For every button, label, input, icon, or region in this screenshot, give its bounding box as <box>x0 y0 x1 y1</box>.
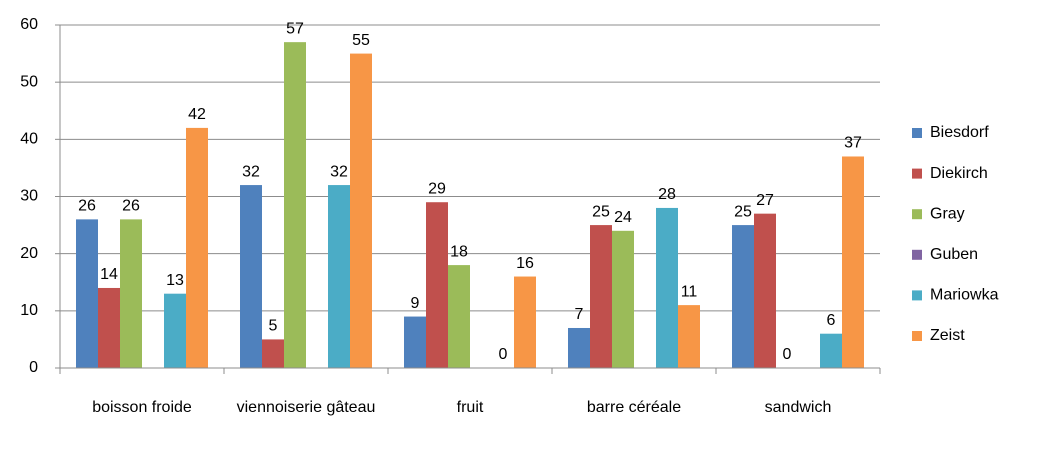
legend-swatch <box>912 168 922 179</box>
legend-label: Mariowka <box>930 287 999 304</box>
data-label: 14 <box>100 266 118 283</box>
data-label: 6 <box>827 312 836 329</box>
bar <box>262 339 284 368</box>
legend-label: Zeist <box>930 327 965 344</box>
bar <box>448 265 470 368</box>
bar <box>186 127 208 369</box>
data-label: 24 <box>614 209 632 226</box>
bar <box>656 207 678 368</box>
y-tick-label: 30 <box>20 188 38 205</box>
data-label: 37 <box>844 135 862 152</box>
bar <box>164 293 186 368</box>
bar <box>350 53 372 368</box>
bar <box>678 305 700 368</box>
bar <box>732 225 754 368</box>
data-label: 29 <box>428 180 446 197</box>
legend-swatch <box>912 209 922 220</box>
y-tick-label: 0 <box>29 359 38 376</box>
bar <box>404 316 426 368</box>
bar <box>820 333 842 368</box>
data-label: 26 <box>78 198 96 215</box>
data-label: 0 <box>499 346 508 363</box>
data-label: 32 <box>330 163 348 180</box>
data-label: 13 <box>166 272 184 289</box>
legend-label: Guben <box>930 246 978 263</box>
x-tick-label: boisson froide <box>92 399 192 416</box>
data-label: 32 <box>242 163 260 180</box>
legend-swatch <box>912 128 922 138</box>
data-label: 28 <box>658 186 676 203</box>
data-label: 5 <box>269 318 278 335</box>
x-tick-label: viennoiserie gâteau <box>236 399 376 416</box>
legend-label: Biesdorf <box>930 124 989 141</box>
y-tick-label: 10 <box>20 302 38 319</box>
bar <box>240 185 262 368</box>
data-label: 57 <box>286 20 304 37</box>
bar <box>568 327 590 368</box>
bar <box>98 287 120 368</box>
data-label: 25 <box>734 203 752 220</box>
x-tick-label: barre céréale <box>586 399 682 416</box>
bar <box>284 42 306 369</box>
data-label: 11 <box>681 283 698 300</box>
bar <box>120 219 142 368</box>
legend-swatch <box>912 249 922 260</box>
bar <box>76 219 98 368</box>
data-label: 42 <box>188 106 206 123</box>
data-label: 25 <box>592 203 610 220</box>
data-label: 55 <box>352 32 370 49</box>
bar <box>514 276 536 368</box>
y-tick-label: 50 <box>20 73 38 90</box>
data-label: 27 <box>756 192 774 209</box>
bar <box>612 230 634 368</box>
bar <box>590 225 612 368</box>
y-tick-label: 40 <box>20 131 38 148</box>
data-label: 0 <box>783 346 792 363</box>
bar <box>842 156 864 368</box>
legend-label: Diekirch <box>930 165 988 182</box>
bar <box>754 213 776 368</box>
legend-label: Gray <box>930 205 965 222</box>
data-label: 26 <box>122 198 140 215</box>
data-label: 7 <box>575 306 584 323</box>
data-label: 16 <box>516 255 534 272</box>
bar <box>328 185 350 368</box>
y-tick-label: 60 <box>20 16 38 33</box>
x-tick-label: sandwich <box>764 399 832 416</box>
data-label: 18 <box>450 243 468 260</box>
data-label: 9 <box>411 295 420 312</box>
y-tick-label: 20 <box>20 245 38 262</box>
legend-swatch <box>912 290 922 301</box>
x-tick-label: fruit <box>456 399 484 416</box>
bar <box>426 202 448 368</box>
legend-swatch <box>912 331 922 341</box>
